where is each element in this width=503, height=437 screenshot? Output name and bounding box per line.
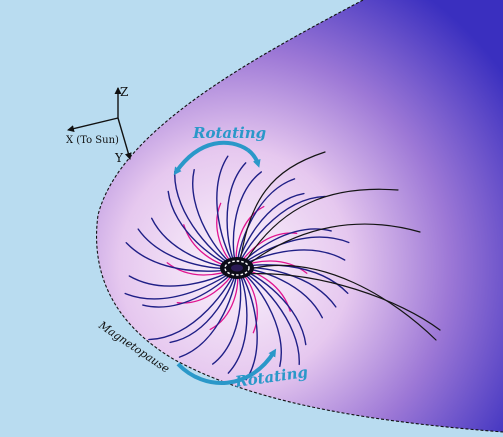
axis-z-label: Z [120,85,128,99]
magnetopause-boundary [96,0,503,433]
field-line-open [243,273,441,331]
rotating-arrow-bottom-icon [176,348,277,385]
rotating-arrow-top-icon [173,140,250,176]
axis-x-label: X (To Sun) [66,135,119,146]
field-line-open [243,188,399,265]
magnetosphere-region [96,0,503,432]
axis-y-label: Y [114,151,124,165]
field-line-open [239,151,326,263]
field-line-open [245,264,437,341]
field-line-open [245,223,421,267]
planet-icon [220,257,254,279]
rotating-label-top: Rotating [192,124,266,142]
rotating-arrow-top-tail-icon [246,148,261,168]
axis-triad-icon [67,87,132,160]
